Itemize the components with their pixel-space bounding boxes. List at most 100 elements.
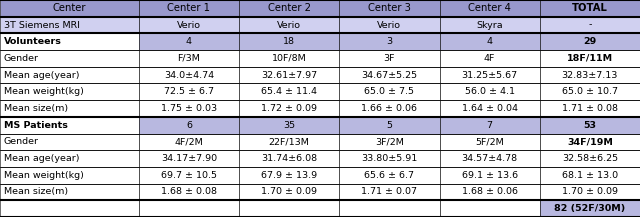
Bar <box>339 17 440 33</box>
Bar <box>0 50 139 67</box>
Text: 34.57±4.78: 34.57±4.78 <box>461 154 518 163</box>
Bar <box>339 184 440 200</box>
Text: 32.61±7.97: 32.61±7.97 <box>261 71 317 80</box>
Text: 1.68 ± 0.06: 1.68 ± 0.06 <box>461 187 518 196</box>
Text: 35: 35 <box>283 121 295 130</box>
Text: 53: 53 <box>584 121 596 130</box>
Text: Mean weight(kg): Mean weight(kg) <box>4 171 84 180</box>
Bar <box>540 200 640 217</box>
Text: Skyra: Skyra <box>476 21 503 30</box>
Bar <box>139 117 239 133</box>
Bar <box>540 100 640 117</box>
Text: 4F: 4F <box>484 54 495 63</box>
Bar <box>139 17 239 33</box>
Text: Mean age(year): Mean age(year) <box>4 154 79 163</box>
Bar <box>239 133 339 150</box>
Text: 34.67±5.25: 34.67±5.25 <box>362 71 417 80</box>
Bar <box>239 167 339 184</box>
Bar <box>440 133 540 150</box>
Text: Center 1: Center 1 <box>168 3 211 13</box>
Text: 65.4 ± 11.4: 65.4 ± 11.4 <box>261 87 317 96</box>
Text: 29: 29 <box>583 37 596 46</box>
Bar <box>440 117 540 133</box>
Bar <box>239 84 339 100</box>
Bar <box>339 84 440 100</box>
Text: 72.5 ± 6.7: 72.5 ± 6.7 <box>164 87 214 96</box>
Bar <box>440 67 540 84</box>
Bar <box>540 167 640 184</box>
Bar <box>0 133 139 150</box>
Text: -: - <box>588 21 591 30</box>
Text: 3F: 3F <box>383 54 395 63</box>
Bar <box>139 84 239 100</box>
Text: 18: 18 <box>283 37 295 46</box>
Text: 7: 7 <box>486 121 493 130</box>
Bar <box>139 50 239 67</box>
Bar <box>139 33 239 50</box>
Text: 3: 3 <box>387 37 392 46</box>
Text: Verio: Verio <box>378 21 401 30</box>
Bar <box>540 117 640 133</box>
Bar <box>339 117 440 133</box>
Text: 56.0 ± 4.1: 56.0 ± 4.1 <box>465 87 515 96</box>
Text: 31.25±5.67: 31.25±5.67 <box>461 71 518 80</box>
Bar <box>0 0 139 17</box>
Text: 65.0 ± 10.7: 65.0 ± 10.7 <box>562 87 618 96</box>
Text: 69.1 ± 13.6: 69.1 ± 13.6 <box>461 171 518 180</box>
Text: 1.75 ± 0.03: 1.75 ± 0.03 <box>161 104 217 113</box>
Text: 32.58±6.25: 32.58±6.25 <box>562 154 618 163</box>
Bar <box>440 33 540 50</box>
Text: 1.70 ± 0.09: 1.70 ± 0.09 <box>562 187 618 196</box>
Text: Mean weight(kg): Mean weight(kg) <box>4 87 84 96</box>
Text: 68.1 ± 13.0: 68.1 ± 13.0 <box>562 171 618 180</box>
Bar <box>440 100 540 117</box>
Bar <box>139 184 239 200</box>
Bar <box>339 67 440 84</box>
Text: 1.71 ± 0.07: 1.71 ± 0.07 <box>362 187 417 196</box>
Bar <box>540 133 640 150</box>
Text: Mean age(year): Mean age(year) <box>4 71 79 80</box>
Text: 1.70 ± 0.09: 1.70 ± 0.09 <box>261 187 317 196</box>
Text: 32.83±7.13: 32.83±7.13 <box>562 71 618 80</box>
Text: Gender: Gender <box>4 54 39 63</box>
Bar <box>440 184 540 200</box>
Text: 6: 6 <box>186 121 192 130</box>
Text: Center 3: Center 3 <box>368 3 411 13</box>
Text: Volunteers: Volunteers <box>4 37 61 46</box>
Bar <box>440 84 540 100</box>
Bar <box>139 133 239 150</box>
Bar <box>0 200 139 217</box>
Text: F/3M: F/3M <box>177 54 200 63</box>
Text: 34F/19M: 34F/19M <box>567 137 613 146</box>
Bar <box>540 150 640 167</box>
Bar <box>540 67 640 84</box>
Text: 82 (52F/30M): 82 (52F/30M) <box>554 204 625 213</box>
Bar <box>440 200 540 217</box>
Bar <box>440 50 540 67</box>
Bar <box>139 0 239 17</box>
Bar <box>0 167 139 184</box>
Bar <box>440 167 540 184</box>
Bar <box>339 50 440 67</box>
Text: 65.6 ± 6.7: 65.6 ± 6.7 <box>364 171 415 180</box>
Bar <box>540 33 640 50</box>
Bar <box>0 150 139 167</box>
Bar <box>0 67 139 84</box>
Text: 1.68 ± 0.08: 1.68 ± 0.08 <box>161 187 217 196</box>
Bar <box>540 184 640 200</box>
Bar <box>339 33 440 50</box>
Bar <box>440 0 540 17</box>
Text: 3F/2M: 3F/2M <box>375 137 404 146</box>
Text: 34.17±7.90: 34.17±7.90 <box>161 154 217 163</box>
Text: 4: 4 <box>186 37 192 46</box>
Text: Center 4: Center 4 <box>468 3 511 13</box>
Bar <box>139 150 239 167</box>
Bar <box>339 100 440 117</box>
Text: 18F/11M: 18F/11M <box>567 54 613 63</box>
Text: 5F/2M: 5F/2M <box>476 137 504 146</box>
Text: 5: 5 <box>387 121 392 130</box>
Bar <box>139 200 239 217</box>
Bar <box>540 17 640 33</box>
Bar <box>239 117 339 133</box>
Bar <box>0 184 139 200</box>
